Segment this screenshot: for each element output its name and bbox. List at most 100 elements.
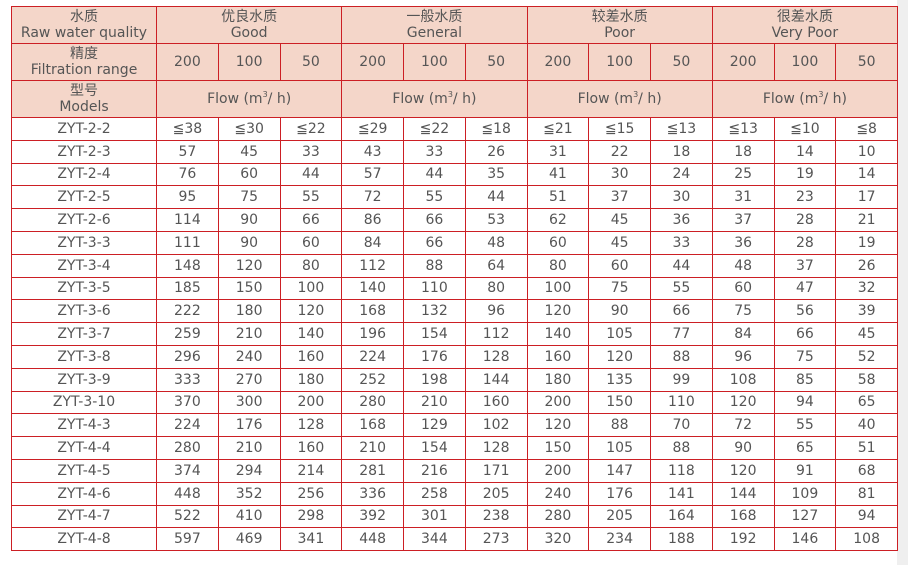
range-cell: 100 [217,43,281,81]
flow-value-cell: 144 [464,367,528,392]
flow-value-cell: 238 [464,504,528,529]
flow-value-cell: ≦15 [588,117,651,141]
flow-value-cell: 86 [341,208,404,232]
flow-value-cell: 19 [835,230,899,255]
flow-value-cell: 66 [773,322,837,346]
flow-value-cell: 148 [156,253,219,278]
header-water-quality: 水质 Raw water quality [11,6,157,44]
model-cell: ZYT-4-6 [11,481,157,506]
flow-value-cell: 370 [156,390,219,415]
flow-value-cell: 147 [588,458,651,483]
flow-value-cell: 47 [773,276,837,301]
flow-value-cell: 300 [217,390,281,415]
flow-value-cell: 76 [156,162,219,187]
model-cell: ZYT-4-8 [11,527,157,552]
flow-value-cell: ≦21 [526,117,590,141]
flow-value-cell: 94 [773,390,837,415]
model-cell: ZYT-2-3 [11,139,157,164]
model-cell: ZYT-2-2 [11,117,157,141]
flow-value-cell: ≦29 [341,117,404,141]
range-cell: 100 [588,43,651,81]
model-cell: ZYT-2-6 [11,208,157,232]
flow-value-cell: 33 [403,139,466,164]
flow-prefix: Flow (m [577,91,634,107]
flow-value-cell: 62 [526,208,590,232]
flow-value-cell: 224 [341,344,404,369]
flow-value-cell: 192 [711,527,775,552]
flow-value-cell: 45 [835,322,899,346]
flow-value-cell: 66 [403,208,466,232]
flow-value-cell: 112 [341,253,404,278]
table-row: ZYT-2-3 57 45 33 43 33 26 31 22 18 18 14 10 [11,139,899,164]
flow-value-cell: 60 [526,230,590,255]
flow-value-cell: 296 [156,344,219,369]
flow-value-cell: 448 [156,481,219,506]
model-cell: ZYT-3-6 [11,299,157,324]
table-row: ZYT-3-8 296 240 160 224 176 128 160 120 88 96 75 52 [11,344,899,369]
range-cell: 50 [835,43,899,81]
flow-value-cell: 150 [217,276,281,301]
model-cell: ZYT-4-5 [11,458,157,483]
flow-value-cell: 120 [217,253,281,278]
flow-unit-label: Flow (m3/ h) [526,80,713,118]
flow-value-cell: 18 [650,139,713,164]
flow-value-cell: 280 [156,436,219,460]
header-group-good: 优良水质 Good [155,6,343,44]
flow-value-cell: 72 [711,413,775,438]
flow-value-cell: ≦38 [156,117,219,141]
flow-value-cell: 88 [650,436,713,460]
flow-value-cell: 33 [279,139,343,164]
flow-value-cell: 129 [403,413,466,438]
flow-suffix: / h) [638,91,662,107]
flow-value-cell: 222 [156,299,219,324]
flow-value-cell: 259 [156,322,219,346]
flow-value-cell: 100 [279,276,343,301]
flow-value-cell: 57 [341,162,404,187]
flow-value-cell: 58 [835,367,899,392]
flow-value-cell: 55 [279,185,343,210]
flow-value-cell: 120 [588,344,651,369]
flow-value-cell: 37 [773,253,837,278]
flow-value-cell: 128 [464,344,528,369]
flow-value-cell: 258 [403,481,466,506]
flow-value-cell: 281 [341,458,404,483]
flow-value-cell: 88 [588,413,651,438]
water-quality-label-cn: 水质 [70,9,98,25]
flow-value-cell: 18 [711,139,775,164]
table-row: ZYT-4-7 522 410 298 392 301 238 280 205 164 168 127… [11,504,899,529]
flow-value-cell: ≦30 [217,117,281,141]
group-label-en: General [406,25,462,41]
flow-value-cell: 26 [464,139,528,164]
range-cell: 200 [341,43,404,81]
model-cell: ZYT-3-9 [11,367,157,392]
flow-value-cell: 80 [279,253,343,278]
table-row: ZYT-3-9 333 270 180 252 198 144 180 135 99 108 85 58 [11,367,899,392]
flow-value-cell: 55 [650,276,713,301]
flow-value-cell: 88 [650,344,713,369]
flow-value-cell: 80 [464,276,528,301]
flow-value-cell: 90 [711,436,775,460]
flow-value-cell: 44 [650,253,713,278]
flow-value-cell: 410 [217,504,281,529]
flow-value-cell: 36 [650,208,713,232]
flow-value-cell: 120 [526,299,590,324]
table-row: ZYT-4-4 280 210 160 210 154 128 150 105 88 90 65 51 [11,436,899,460]
flow-value-cell: 45 [588,230,651,255]
flow-value-cell: ≦22 [403,117,466,141]
flow-value-cell: 185 [156,276,219,301]
scrollbar-track[interactable] [897,0,908,565]
flow-sup: 3 [262,90,268,99]
flow-prefix: Flow (m [207,91,263,107]
flow-value-cell: 214 [279,458,343,483]
flow-value-cell: 176 [217,413,281,438]
flow-value-cell: 298 [279,504,343,529]
flow-value-cell: 280 [341,390,404,415]
range-cell: 50 [464,43,528,81]
flow-value-cell: 96 [464,299,528,324]
flow-value-cell: 352 [217,481,281,506]
range-cell: 200 [711,43,775,81]
header-row-filtration-range: 精度 Filtration range 200 100 50 200 100 50 200 100… [11,43,899,81]
flow-value-cell: 180 [526,367,590,392]
flow-value-cell: 176 [403,344,466,369]
flow-value-cell: 25 [711,162,775,187]
